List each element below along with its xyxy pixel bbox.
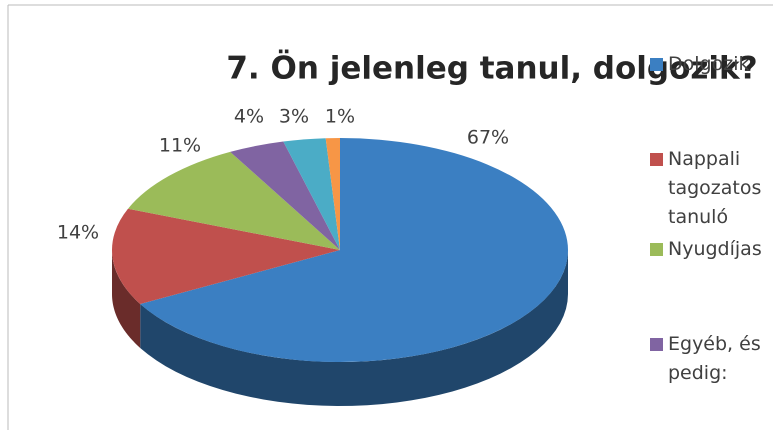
legend-label: Nappali tagozatos tanuló	[668, 148, 762, 228]
legend-item: Nappali tagozatos tanuló	[650, 145, 765, 232]
slice	[140, 138, 568, 363]
slice	[283, 138, 340, 250]
chart-title: 7. Ön jelenleg tanul, dolgozik?	[226, 50, 757, 87]
data-label: 1%	[325, 106, 355, 128]
slice	[112, 208, 340, 304]
legend-item: Egyéb, és pedig:	[650, 330, 765, 388]
legend-swatch	[650, 153, 663, 166]
legend-item: Dolgozik	[650, 50, 765, 79]
slice	[128, 151, 340, 250]
legend-label: Nyugdíjas	[668, 238, 762, 260]
slice	[325, 138, 340, 250]
legend-swatch	[650, 338, 663, 351]
legend-label: Egyéb, és pedig:	[668, 333, 761, 384]
slice	[230, 141, 340, 250]
data-label: 67%	[467, 127, 509, 149]
data-label: 14%	[57, 222, 99, 244]
data-label: 3%	[279, 106, 309, 128]
legend-label: Dolgozik	[668, 53, 750, 75]
legend-swatch	[650, 243, 663, 256]
legend-item: Nyugdíjas	[650, 235, 765, 264]
data-label: 11%	[159, 135, 201, 157]
data-label: 4%	[234, 106, 264, 128]
legend-swatch	[650, 58, 663, 71]
slice-side	[112, 250, 141, 348]
slice-side	[140, 250, 568, 406]
